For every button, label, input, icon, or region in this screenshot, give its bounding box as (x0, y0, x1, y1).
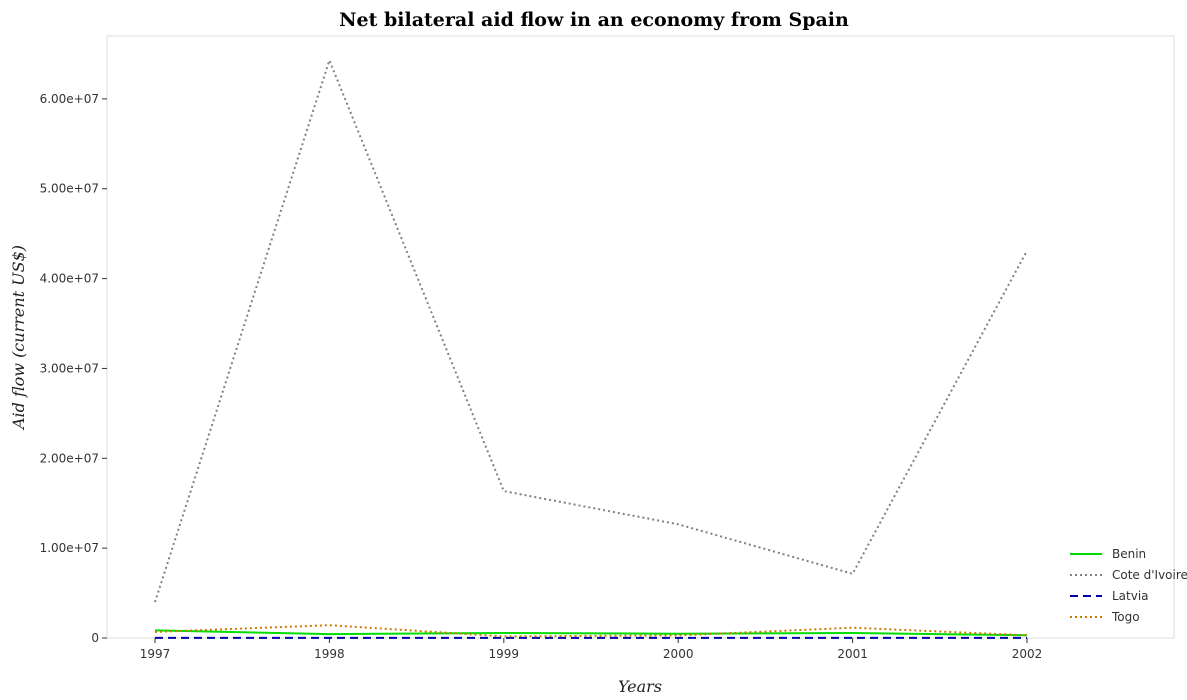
legend-label: Cote d'Ivoire (1112, 568, 1187, 582)
y-axis: 0 1.00e+07 2.00e+07 3.00e+07 4.00e+07 5.00e+0… (40, 92, 107, 645)
x-tick-label: 1999 (489, 647, 520, 661)
legend-label: Benin (1112, 547, 1146, 561)
plot-area (106, 35, 1175, 639)
y-tick-label: 0 (91, 631, 99, 645)
x-axis-label: Years (618, 677, 662, 696)
series-line-togo (154, 624, 1028, 638)
y-axis-label: Aid flow (current US$) (9, 245, 28, 431)
series-line-benin (154, 629, 1028, 637)
legend-label: Latvia (1112, 589, 1149, 603)
chart-title: Net bilateral aid flow in an economy fro… (339, 9, 849, 31)
y-tick-label: 2.00e+07 (40, 451, 99, 465)
legend-label: Togo (1111, 610, 1140, 624)
legend: Benin Cote d'Ivoire Latvia Togo (1070, 547, 1187, 624)
x-axis: 1997 1998 1999 2000 2001 2002 (140, 638, 1043, 661)
x-tick-label: 2002 (1012, 647, 1043, 661)
x-tick-label: 1997 (140, 647, 171, 661)
series-layer (154, 57, 1028, 639)
y-tick-label: 1.00e+07 (40, 541, 99, 555)
x-tick-label: 2001 (837, 647, 868, 661)
y-tick-label: 4.00e+07 (40, 272, 99, 286)
x-tick-label: 2000 (663, 647, 694, 661)
x-tick-label: 1998 (314, 647, 345, 661)
y-tick-label: 6.00e+07 (40, 92, 99, 106)
y-tick-label: 3.00e+07 (40, 361, 99, 375)
y-tick-label: 5.00e+07 (40, 182, 99, 196)
